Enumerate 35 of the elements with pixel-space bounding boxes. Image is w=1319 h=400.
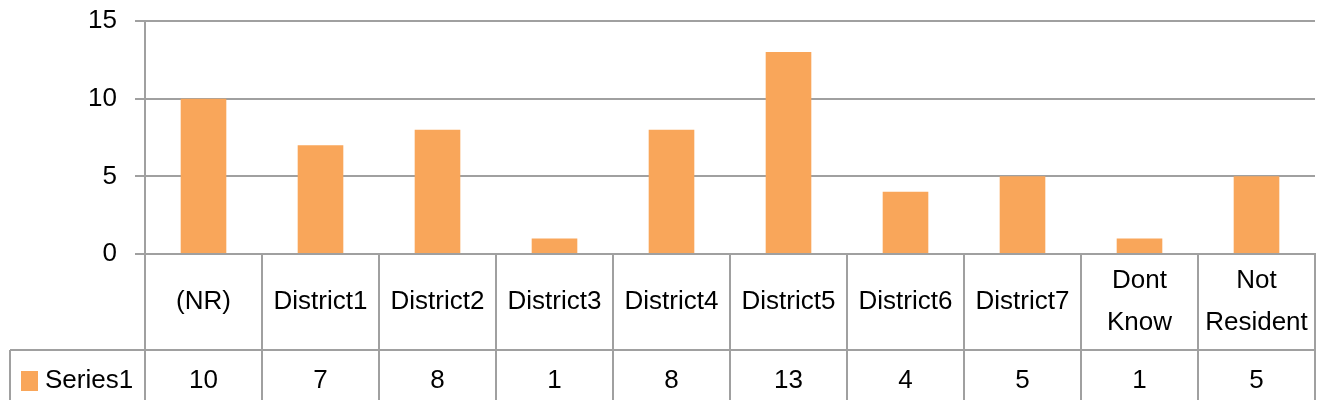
data-label: 10 [189,364,218,395]
x-tick-label: District3 [507,285,602,316]
bar [531,238,578,253]
data-label: 7 [313,364,328,395]
legend-label: Series1 [45,364,134,395]
bar [648,129,695,253]
data-label: 8 [664,364,679,395]
x-tick-label: Dont Know [1106,264,1173,337]
x-tick-label: (NR) [176,285,231,316]
x-tick-label: District6 [858,285,953,316]
bar [765,52,812,253]
x-tick-label: District2 [390,285,485,316]
y-tick-label: 15 [88,4,117,35]
y-tick-label: 0 [102,237,117,268]
data-label: 8 [430,364,445,395]
data-label: 1 [1132,364,1147,395]
bar [882,191,929,253]
data-label: 5 [1249,364,1264,395]
x-tick-label: Not Resident [1205,264,1309,337]
data-label: 13 [774,364,803,395]
bar [180,98,227,253]
x-tick-label: District4 [624,285,719,316]
bar [297,145,344,253]
y-tick-label: 10 [88,81,117,112]
bar [1116,238,1163,253]
bar [1233,176,1280,253]
x-tick-label: District5 [741,285,836,316]
x-tick-label: District7 [975,285,1070,316]
y-tick-label: 5 [102,159,117,190]
data-label: 5 [1015,364,1030,395]
x-tick-label: District1 [273,285,368,316]
bar [414,129,461,253]
data-label: 1 [547,364,562,395]
data-label: 4 [898,364,913,395]
bar [999,176,1046,253]
